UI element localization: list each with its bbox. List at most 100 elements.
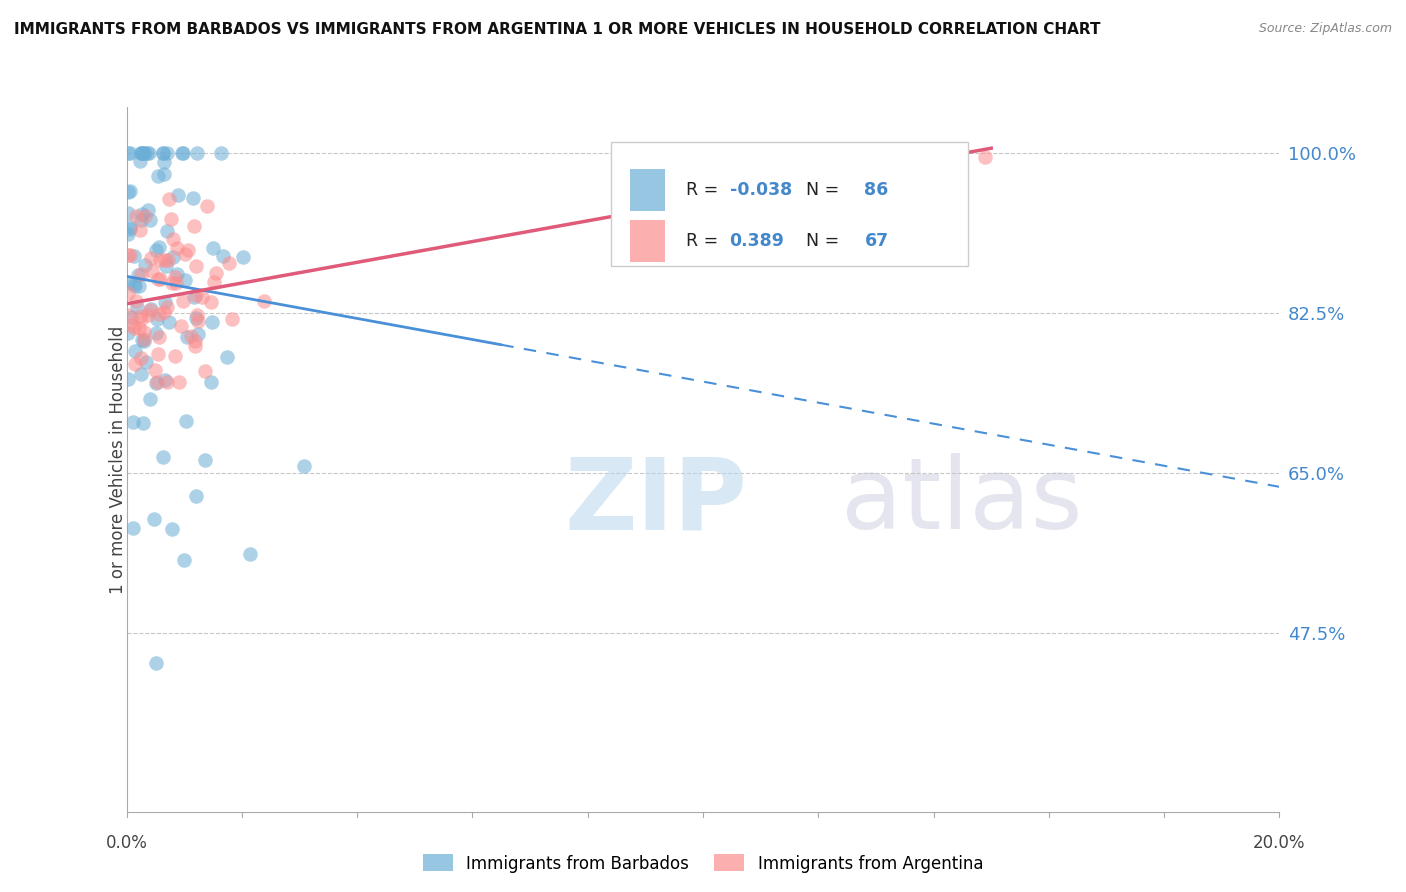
Point (129, 213, 152, 227)
Point (128, 321, 150, 335)
Point (184, 288, 207, 302)
Point (174, 247, 197, 261)
Point (153, 304, 176, 318)
Point (184, 311, 207, 326)
Point (160, 277, 183, 291)
Point (183, 290, 205, 304)
Point (156, 375, 179, 389)
Point (145, 244, 167, 258)
Point (129, 154, 152, 169)
Y-axis label: 1 or more Vehicles in Household: 1 or more Vehicles in Household (110, 326, 127, 593)
Point (172, 145, 194, 160)
Point (117, 206, 139, 220)
Point (181, 191, 204, 205)
Point (253, 293, 276, 308)
Point (129, 145, 152, 160)
Point (138, 203, 160, 218)
Point (195, 199, 218, 213)
Point (117, 145, 139, 160)
Point (135, 355, 157, 369)
Point (117, 286, 139, 301)
Point (118, 221, 141, 235)
Point (148, 330, 170, 344)
Point (167, 375, 190, 389)
Legend: Immigrants from Barbados, Immigrants from Argentina: Immigrants from Barbados, Immigrants fro… (416, 847, 990, 880)
Point (146, 169, 169, 183)
Point (186, 145, 208, 160)
Point (166, 241, 188, 255)
Point (118, 248, 141, 262)
Point (132, 145, 155, 160)
Point (135, 145, 157, 160)
Point (155, 294, 177, 309)
Point (212, 249, 235, 263)
Point (176, 243, 198, 257)
Point (148, 307, 170, 321)
Point (134, 325, 156, 339)
Point (117, 372, 139, 386)
Point (170, 319, 193, 334)
Point (974, 150, 997, 164)
Text: 86: 86 (865, 181, 889, 199)
Point (117, 248, 139, 262)
Point (117, 308, 139, 322)
Text: N =: N = (796, 181, 845, 199)
Point (132, 416, 155, 430)
Point (117, 326, 139, 340)
Point (152, 450, 174, 464)
Point (205, 266, 228, 280)
Point (193, 364, 215, 378)
Point (127, 268, 149, 282)
Point (145, 376, 167, 390)
Point (138, 213, 160, 227)
Point (132, 145, 155, 160)
Point (124, 320, 146, 334)
Point (194, 453, 217, 467)
Point (221, 312, 243, 326)
Point (167, 187, 190, 202)
Point (146, 311, 169, 326)
Point (129, 351, 152, 366)
Point (117, 227, 139, 241)
Point (180, 329, 202, 343)
Point (162, 250, 184, 264)
Text: N =: N = (796, 232, 845, 250)
Point (145, 326, 167, 340)
Text: IMMIGRANTS FROM BARBADOS VS IMMIGRANTS FROM ARGENTINA 1 OR MORE VEHICLES IN HOUS: IMMIGRANTS FROM BARBADOS VS IMMIGRANTS F… (14, 22, 1101, 37)
Bar (630, 169, 665, 211)
Point (184, 334, 207, 349)
Point (129, 223, 152, 237)
Point (134, 258, 156, 272)
Point (139, 392, 162, 406)
Point (202, 276, 225, 290)
Point (145, 657, 167, 671)
Point (117, 276, 139, 290)
Point (176, 330, 198, 344)
Text: R =: R = (686, 232, 724, 250)
Point (200, 295, 222, 310)
Point (125, 210, 148, 224)
Point (160, 211, 183, 226)
Text: 20.0%: 20.0% (1253, 834, 1306, 852)
Point (124, 357, 146, 371)
Point (876, 145, 898, 160)
Point (156, 145, 179, 160)
Point (120, 145, 142, 160)
Point (156, 300, 179, 314)
Point (157, 315, 180, 329)
Point (139, 251, 162, 265)
Point (146, 271, 169, 285)
Point (172, 145, 194, 160)
Text: 0.389: 0.389 (730, 232, 785, 250)
Point (156, 224, 179, 238)
Point (200, 376, 222, 390)
FancyBboxPatch shape (610, 142, 969, 266)
Point (239, 548, 262, 562)
Point (121, 521, 143, 535)
Point (138, 303, 160, 318)
Point (134, 334, 156, 349)
Point (148, 347, 170, 361)
Point (153, 155, 176, 169)
Point (157, 193, 180, 207)
Point (174, 414, 197, 428)
